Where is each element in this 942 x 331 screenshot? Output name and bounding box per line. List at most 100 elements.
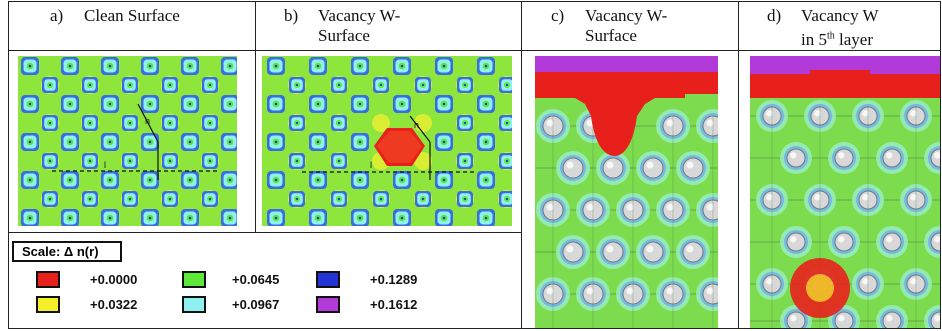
atom-site (101, 171, 119, 189)
atom-site (42, 191, 58, 207)
atom-site (780, 305, 812, 328)
atom-site (876, 305, 908, 328)
atom-site (309, 209, 327, 226)
atom-site (556, 235, 590, 269)
atom-site (289, 153, 305, 169)
atom-site (267, 57, 285, 75)
atom-site (373, 191, 389, 207)
atom-site (331, 77, 347, 93)
atom-site (477, 57, 495, 75)
caption-a-text: Clean Surface (84, 6, 180, 25)
atom-site (82, 77, 98, 93)
column-divider-ab (255, 1, 256, 233)
atom-site (82, 191, 98, 207)
atom-site (181, 209, 199, 226)
atom-site (221, 209, 237, 226)
atom-site (924, 305, 940, 328)
atom-site (309, 95, 327, 113)
atom-site (221, 57, 237, 75)
atom-site (696, 193, 718, 227)
h-label: h (145, 116, 150, 126)
panel-c-side-view (535, 56, 718, 328)
atom-site (61, 209, 79, 226)
atom-site (373, 77, 389, 93)
atom-site (181, 57, 199, 75)
atom-site (351, 95, 369, 113)
scale-value-1: +0.0322 (90, 297, 138, 312)
scale-swatch-cyan (182, 296, 206, 313)
atom-site (435, 133, 453, 151)
atom-site (221, 171, 237, 189)
atom-site (556, 151, 590, 185)
panel-d-side-view (750, 56, 940, 328)
atom-site (122, 153, 138, 169)
atom-site (780, 226, 812, 258)
atom-site (101, 57, 119, 75)
scale-row-divider (8, 232, 521, 233)
atom-site (393, 57, 411, 75)
table-left-border (8, 1, 9, 329)
caption-c-letter: c) (551, 6, 565, 25)
atom-site (21, 95, 39, 113)
atom-site (202, 191, 218, 207)
atom-site (101, 133, 119, 151)
scale-swatch-green (182, 271, 206, 288)
atom-site (415, 77, 431, 93)
atom-site (393, 95, 411, 113)
atom-site (267, 95, 285, 113)
atom-site (331, 115, 347, 131)
atom-site (202, 153, 218, 169)
atom-site (141, 171, 159, 189)
atom-site (61, 57, 79, 75)
atom-site (477, 95, 495, 113)
atom-site (289, 77, 305, 93)
atom-site (122, 77, 138, 93)
atom-site (676, 151, 710, 185)
atom-site (181, 171, 199, 189)
atom-site (141, 57, 159, 75)
caption-a: a) Clean Surface (50, 6, 180, 26)
atom-site (267, 171, 285, 189)
column-divider-cd (738, 1, 739, 329)
atom-site (309, 171, 327, 189)
scale-title: Scale: Δ n(r) (12, 241, 122, 262)
atom-site (122, 115, 138, 131)
header-row-divider (8, 50, 940, 51)
caption-a-letter: a) (50, 6, 64, 25)
atom-site (828, 226, 860, 258)
caption-b-line1: Vacancy W- (318, 6, 401, 25)
atom-site (457, 77, 473, 93)
scale-value-4: +0.1289 (370, 272, 418, 287)
atom-site (457, 191, 473, 207)
atom-site (289, 191, 305, 207)
atom-site (331, 153, 347, 169)
scale-value-0: +0.0000 (90, 272, 138, 287)
atom-site (309, 133, 327, 151)
atom-site (21, 133, 39, 151)
atom-site (141, 209, 159, 226)
atom-site (457, 115, 473, 131)
atom-site (82, 153, 98, 169)
atom-site (596, 151, 630, 185)
scale-swatch-purple (316, 296, 340, 313)
atom-site (267, 133, 285, 151)
caption-c-line2: Surface (585, 26, 637, 45)
atom-site (162, 191, 178, 207)
atom-site (499, 115, 512, 131)
atom-site (696, 277, 718, 311)
atom-site (21, 57, 39, 75)
table-top-border (8, 1, 940, 2)
atom-site (42, 115, 58, 131)
atom-site (289, 115, 305, 131)
caption-c-line1: Vacancy W- (585, 6, 668, 25)
atom-site (351, 133, 369, 151)
atom-site (636, 235, 670, 269)
caption-d-line1: Vacancy W (801, 6, 879, 25)
atom-site (162, 153, 178, 169)
atom-site (21, 209, 39, 226)
h-label: h (414, 120, 419, 130)
atom-site (42, 153, 58, 169)
atom-site (393, 171, 411, 189)
atom-site (415, 191, 431, 207)
atom-site (828, 142, 860, 174)
